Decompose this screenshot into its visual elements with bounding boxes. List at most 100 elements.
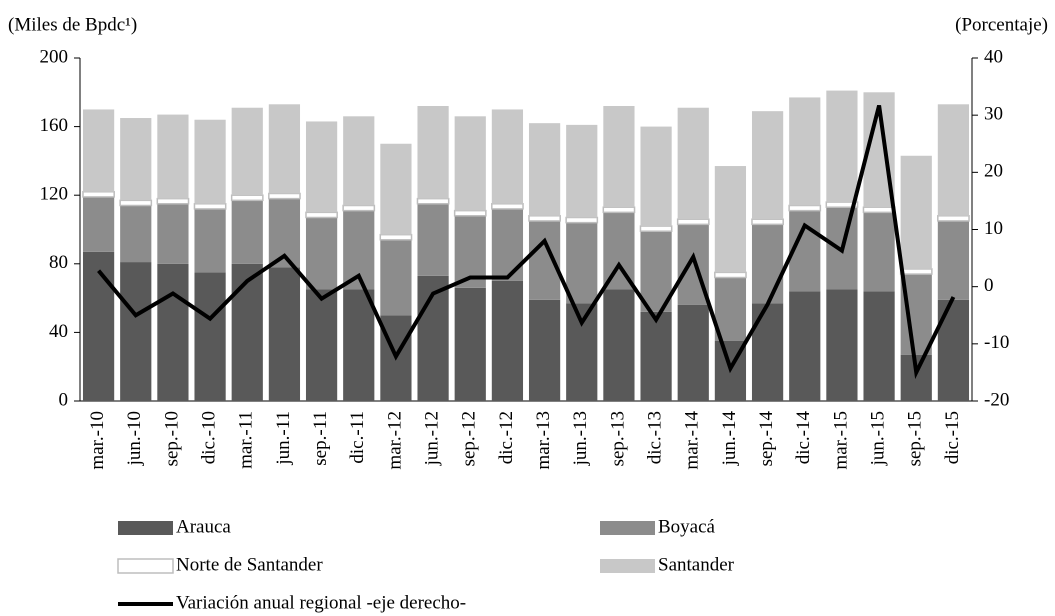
bar-segment [603,212,635,290]
bar-segment [491,280,524,401]
x-tick-label: mar.-14 [682,411,703,470]
x-tick-label: dic.-10 [198,411,219,464]
bar-segment [343,289,375,401]
x-tick-label: sep.-12 [459,411,480,466]
bar-segment [120,262,152,401]
x-tick-label: jun.-11 [273,411,294,466]
bar-segment [231,263,263,401]
bar-segment [528,123,561,216]
bar-segment [751,218,784,226]
y2-tick-label: 0 [984,275,994,296]
bar-segment [305,289,338,401]
bar-segment [937,215,970,222]
bar-segment [416,197,450,205]
x-tick-label: dic.-14 [793,411,814,465]
bar-segment [82,251,115,401]
bar-segment [863,212,895,292]
bar-segment [676,218,710,226]
bar-segment [491,203,524,210]
bar-segment [193,203,227,210]
bar-segment [899,268,933,275]
bar-segment [862,206,896,214]
y2-tick-label: -20 [984,389,1009,410]
x-tick-label: dic.-15 [942,411,963,464]
bar-segment [937,220,970,300]
bar-segment [379,233,413,241]
bar-segment [565,216,599,224]
x-tick-label: sep.-15 [905,411,926,466]
bar-segment [268,192,301,200]
bar-segment [268,267,301,401]
bar-segment [156,197,190,205]
y-tick-label: 120 [40,184,69,205]
bar-segment [566,124,598,218]
y2-tick-label: 30 [984,104,1003,125]
bar-segment [454,287,486,401]
legend-label: Arauca [176,516,231,537]
bar-segment [82,196,115,252]
x-tick-label: sep.-10 [161,411,182,466]
x-tick-label: dic.-11 [347,411,368,464]
bar-segment [231,107,263,196]
bar-segment [491,208,524,281]
bar-segment [863,291,895,401]
bar-segment [640,311,672,401]
legend-label: Boyacá [658,516,716,537]
bar-segment [343,116,375,206]
bar-segment [826,289,858,401]
bar-segment [194,272,226,401]
bar-segment [789,97,821,206]
bar-segment [714,166,747,273]
x-tick-label: jun.-10 [124,411,145,466]
bar-segment [268,104,301,194]
x-tick-label: jun.-12 [421,411,442,466]
bar-segment [639,225,673,232]
bar-segment [789,291,821,401]
bar-segment [119,199,153,207]
bar-segment [231,200,263,264]
bar-segment [417,106,449,199]
bar-segment [120,205,152,263]
bar-segment [305,121,338,213]
bar-segment [82,109,115,192]
bar-segment [380,239,412,316]
bar-segment [640,126,672,227]
bar-segment [751,224,784,304]
x-tick-label: dic.-13 [644,411,665,464]
x-tick-label: mar.-12 [384,411,405,470]
bar-segment [900,155,932,269]
x-tick-label: mar.-15 [830,411,851,470]
bar-segment [714,277,747,341]
bar-segment [937,104,970,216]
bar-segment [528,299,561,401]
y-tick-label: 160 [40,115,69,136]
legend-swatch [600,559,655,573]
bar-segment [454,116,486,211]
y-tick-label: 0 [59,389,69,410]
x-tick-label: mar.-13 [533,411,554,470]
bar-segment [342,204,376,212]
bar-segment [305,211,338,219]
bar-segment [566,222,598,304]
bar-segment [305,217,338,290]
x-tick-label: mar.-10 [87,411,108,470]
bar-segment [157,263,189,401]
legend-label: Norte de Santander [176,554,323,575]
bar-segment [157,114,189,199]
bar-segment [380,143,412,235]
x-tick-label: jun.-13 [570,411,591,466]
bar-segment [788,204,822,212]
x-tick-label: sep.-11 [310,411,331,466]
bar-segment [751,303,784,401]
bar-segment [230,194,264,202]
x-tick-label: jun.-14 [719,411,740,467]
bar-segment [603,106,635,208]
y-tick-label: 200 [40,46,69,67]
legend-swatch [117,558,174,574]
y2-tick-label: 40 [984,46,1003,67]
bar-segment [714,271,747,279]
bar-segment [528,215,561,222]
legend-label: Variación anual regional -eje derecho- [176,592,466,613]
y-axis-title: (Miles de Bpdc¹) [8,14,137,35]
